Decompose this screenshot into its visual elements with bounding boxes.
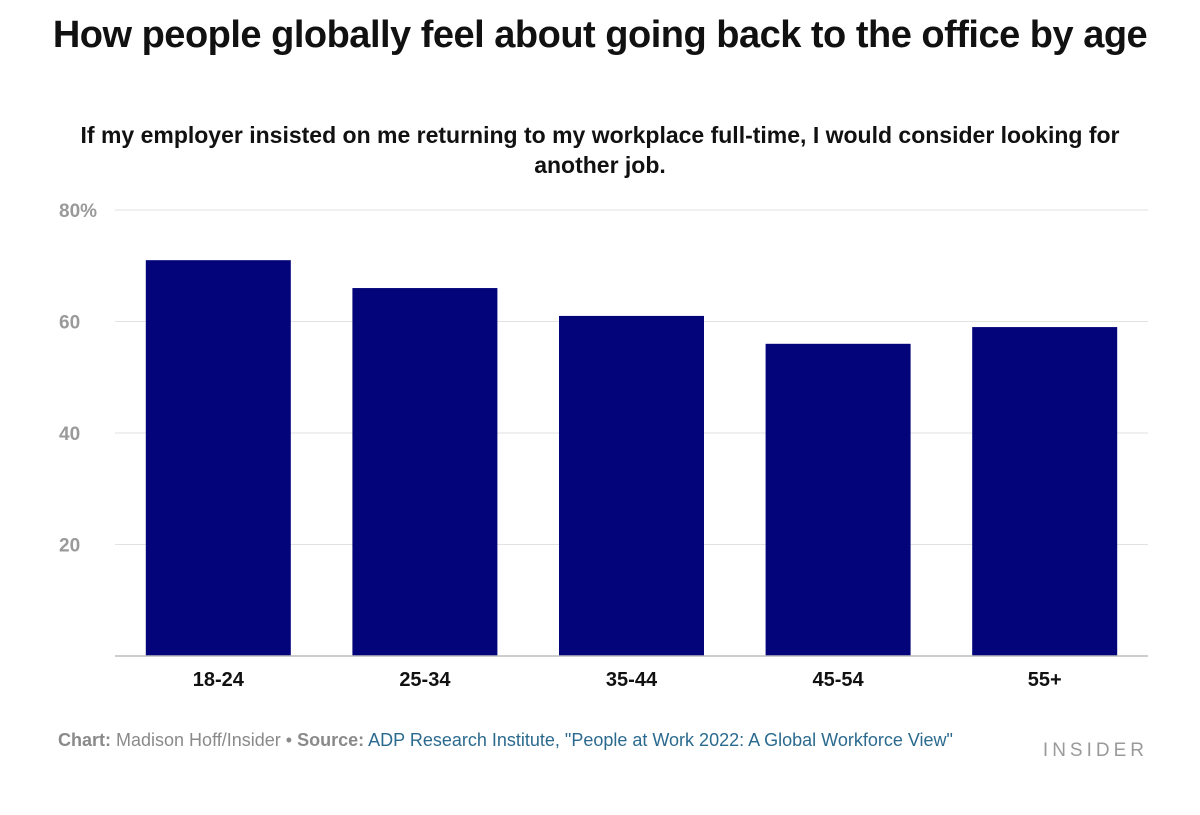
y-tick-label: 40 <box>59 424 80 445</box>
source-link[interactable]: ADP Research Institute, "People at Work … <box>368 730 953 750</box>
chart-credit-label: Chart: <box>58 730 111 750</box>
chart-title: How people globally feel about going bac… <box>52 14 1148 56</box>
source-label: Source: <box>297 730 365 750</box>
x-tick-label: 55+ <box>1028 669 1062 691</box>
y-tick-label: 60 <box>59 313 80 334</box>
y-tick-label: 20 <box>59 536 80 557</box>
insider-logo: INSIDER <box>1042 740 1148 761</box>
footer-separator: • <box>285 730 293 750</box>
chart-footer: Chart: Madison Hoff/Insider • Source: AD… <box>58 728 1028 752</box>
bar-35-44 <box>559 315 704 656</box>
x-tick-label: 18-24 <box>193 669 245 691</box>
bar-18-24 <box>145 260 291 656</box>
bar-55+ <box>972 327 1118 656</box>
bar-25-34 <box>352 288 498 656</box>
chart-credit: Madison Hoff/Insider <box>116 730 281 750</box>
x-tick-label: 35-44 <box>606 669 658 691</box>
x-tick-label: 25-34 <box>399 669 451 691</box>
bar-45-54 <box>765 343 911 656</box>
y-tick-label: 80% <box>59 201 97 222</box>
chart-subtitle: If my employer insisted on me returning … <box>80 122 1120 178</box>
x-tick-label: 45-54 <box>813 669 865 691</box>
